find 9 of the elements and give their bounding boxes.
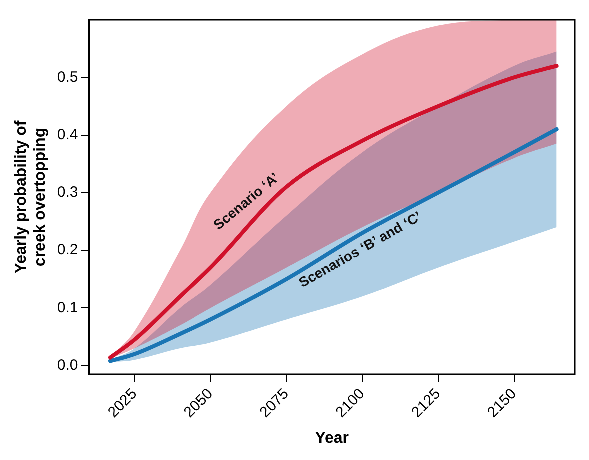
x-axis-title: Year	[315, 430, 350, 447]
y-axis-title: Yearly probability of creek overtopping	[13, 120, 50, 274]
line-series	[108, 128, 559, 364]
y-tick-label: 0.0	[57, 356, 78, 374]
y-tick-label: 0.3	[57, 184, 78, 202]
y-tick-label: 0.5	[57, 68, 78, 86]
y-tick-label: 0.4	[57, 126, 78, 144]
y-tick-label: 0.2	[57, 242, 78, 259]
y-tick-label: 0.1	[57, 299, 78, 316]
